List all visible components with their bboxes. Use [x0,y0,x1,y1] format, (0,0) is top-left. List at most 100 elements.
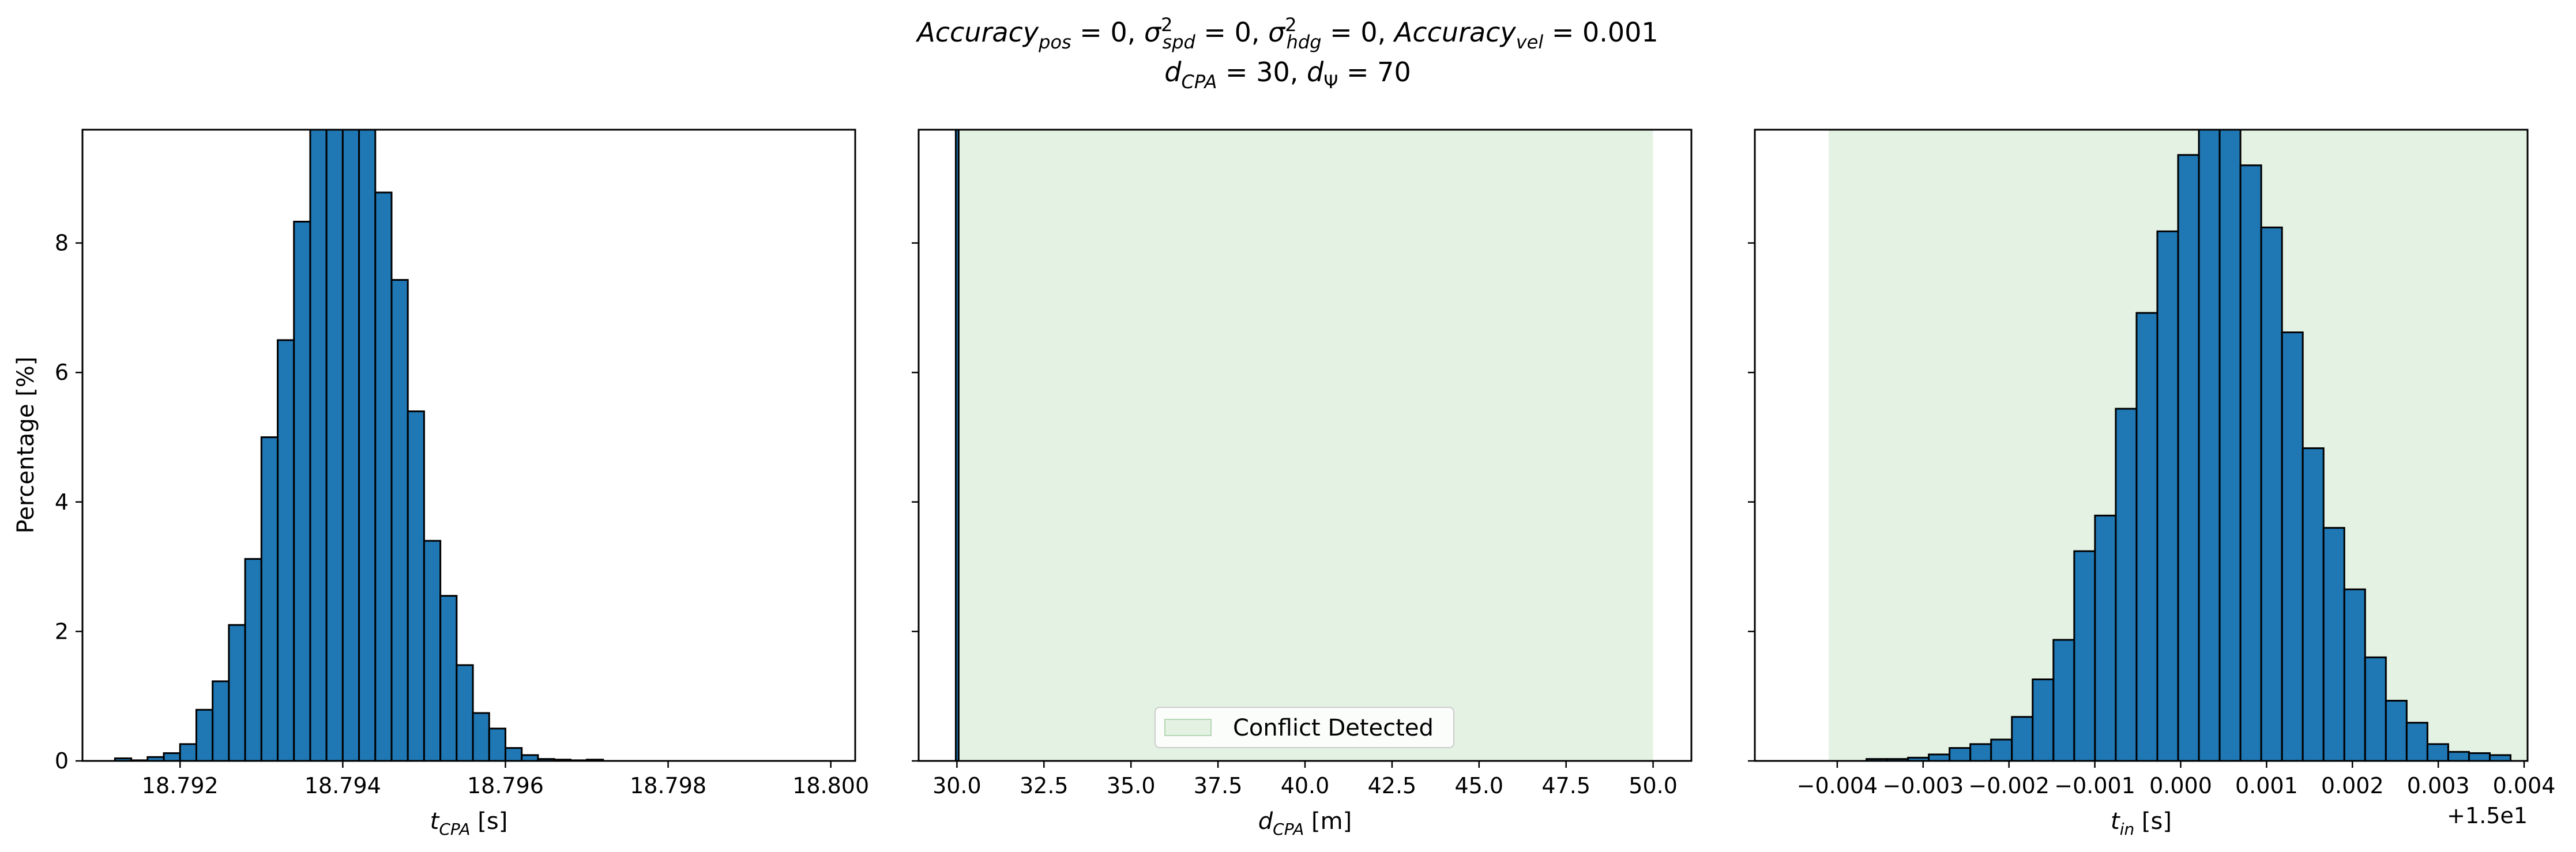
histogram-bar [2094,514,2117,762]
histogram-bar [2156,230,2179,762]
x-tick-label: 0.003 [2407,773,2470,798]
histogram-bar [504,747,523,762]
x-tick-label: 42.5 [1368,773,1417,798]
x-tick-label: 0.002 [2321,773,2384,798]
x-tick-label: −0.003 [1883,773,1964,798]
histogram-bar [1969,743,1992,762]
histogram-bar [2052,639,2075,762]
y-tick-label: 8 [55,231,69,256]
histogram-bar [521,754,539,762]
t-cpa-plot-area [114,129,604,762]
chart-title-line-1: Accuracypos = 0, σ2 spd = 0, σ2 hdg = 0, A… [915,14,1658,53]
x-tick-label: 47.5 [1541,773,1590,798]
histogram-bar [2011,716,2034,762]
x-tick-label: 0.004 [2493,773,2556,798]
d-cpa-plot-area [954,129,1653,762]
x-tick-label: 35.0 [1107,773,1156,798]
histogram-bar [472,712,490,762]
histogram-bar [341,129,360,762]
t-cpa-histogram-panel: 18.792 18.794 18.796 18.798 18.800 0 2 4 6 8 Per… [13,129,869,839]
histogram-bar [2447,751,2470,762]
histogram-bar [228,624,246,762]
histogram-bar [212,680,230,762]
histogram-bar [2115,408,2138,762]
histogram-bar [325,129,344,762]
legend-box [1155,707,1454,748]
histogram-bar [407,410,425,762]
histogram-bar [2281,331,2304,762]
legend-label-conflict-detected: Conflict Detected [1233,715,1434,741]
histogram-bar [2260,227,2283,762]
histogram-bar [2426,743,2449,762]
histogram-bar [2302,447,2325,762]
t-in-offset-label: +1.5e1 [2447,803,2528,828]
histogram-bar [390,279,409,762]
histogram-bar [1928,753,1951,762]
x-tick-label: 18.798 [630,773,706,798]
histogram-bar [277,339,295,762]
d-cpa-x-axis-label: dCPA [m] [1258,808,1352,839]
histogram-bar [163,752,181,762]
t-cpa-x-axis-label: tCPA [s] [430,808,508,839]
histogram-bar [2032,678,2055,762]
d-cpa-x-ticks: 30.0 32.5 35.0 37.5 40.0 42.5 45.0 47.5 50.0 [932,761,1678,798]
histogram-bar [2322,527,2345,762]
histogram-bar [2218,129,2242,762]
histogram-bar [1990,738,2013,762]
x-tick-label: −0.002 [1968,773,2049,798]
t-in-histogram-panel: −0.004 −0.003 −0.002 −0.001 0.000 0.001 0.002 0… [1748,129,2556,839]
d-cpa-histogram-panel: 30.0 32.5 35.0 37.5 40.0 42.5 45.0 47.5 50.0 dCP… [912,129,1693,839]
histogram-bar [179,743,197,762]
x-tick-label: 18.792 [142,773,219,798]
y-tick-label: 2 [55,619,69,644]
x-tick-label: −0.004 [1797,773,1878,798]
x-tick-label: 18.796 [467,773,544,798]
histogram-bar [358,129,377,762]
y-axis-label: Percentage [%] [13,357,39,534]
d-cpa-spike-bar [954,129,960,762]
histogram-bar [244,558,262,762]
histogram-bar [456,664,474,762]
x-tick-label: 50.0 [1629,773,1678,798]
t-cpa-x-ticks: 18.792 18.794 18.796 18.798 18.800 [142,761,869,798]
histogram-bar [195,708,214,762]
histogram-bar [2239,164,2262,762]
histogram-bar [2198,129,2221,762]
t-in-x-ticks: −0.004 −0.003 −0.002 −0.001 0.000 0.001 0.002 0… [1797,761,2556,798]
d-cpa-y-ticks [912,242,919,762]
x-tick-label: 30.0 [932,773,981,798]
t-in-axes-frame [1754,129,2529,762]
histogram-bar [2488,754,2512,762]
t-in-x-axis-label: tin [s] [2111,808,2172,839]
x-tick-label: 18.794 [304,773,381,798]
t-in-plot-area [1829,129,2528,762]
histogram-bar [2468,752,2491,762]
histogram-bar [423,540,442,762]
histogram-bar [439,595,458,762]
x-tick-label: 45.0 [1454,773,1503,798]
x-tick-label: 0.001 [2235,773,2298,798]
x-tick-label: −0.001 [2054,773,2135,798]
x-tick-label: 18.800 [792,773,869,798]
legend-swatch-conflict-detected [1164,719,1212,736]
t-cpa-y-ticks: 0 2 4 6 8 [55,231,82,774]
histogram-bar [374,191,393,762]
chart-title-line-2: dCPA = 30, dΨ = 70 [1164,56,1411,93]
histogram-bar [1949,747,1972,762]
x-tick-label: 32.5 [1020,773,1069,798]
histogram-bar [2343,588,2366,762]
histogram-bar [309,129,328,762]
histogram-bar [2177,154,2200,762]
histogram-bar [2385,700,2408,762]
histogram-bar [2364,656,2387,762]
y-tick-label: 0 [55,748,69,774]
histogram-bar [293,220,311,762]
histogram-bar [260,436,279,762]
legend: Conflict Detected [1155,707,1454,748]
y-tick-label: 4 [55,489,69,515]
x-tick-label: 0.000 [2149,773,2212,798]
t-in-y-ticks [1748,242,1755,762]
histogram-bar [488,727,506,762]
histogram-bar [2073,550,2096,762]
